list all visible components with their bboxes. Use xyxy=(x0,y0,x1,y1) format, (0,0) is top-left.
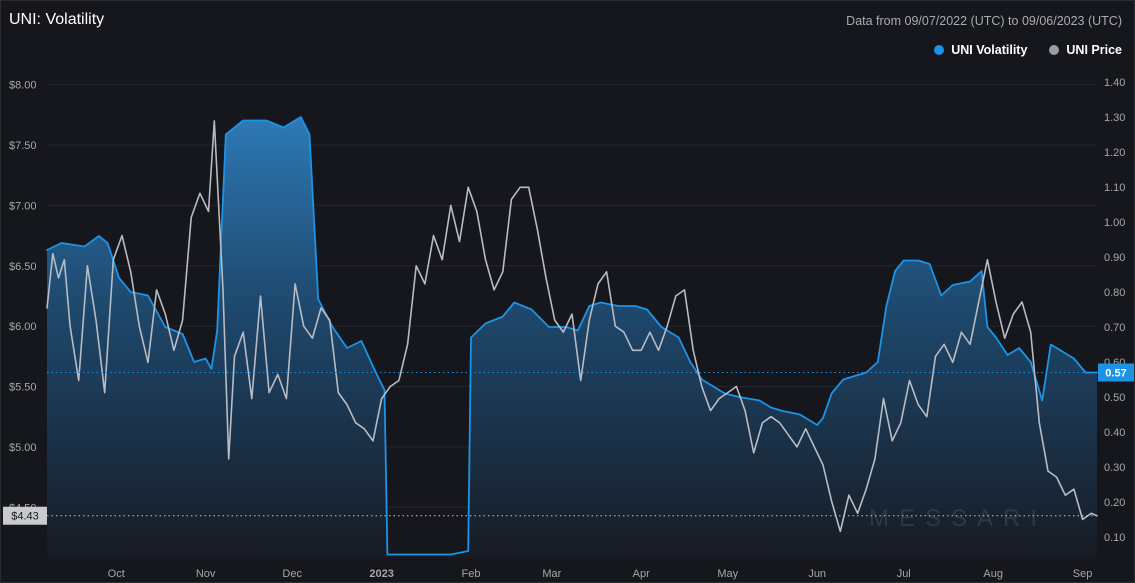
price-series-line xyxy=(46,120,1098,533)
x-tick-label: Aug xyxy=(983,568,1003,580)
right-axis-ticks: 1.401.301.201.101.000.900.800.700.600.50… xyxy=(1104,77,1125,544)
x-tick-label: 2023 xyxy=(369,568,393,580)
legend-dot-volatility-icon xyxy=(934,45,945,55)
series-lines-layer xyxy=(46,116,1098,556)
right-tick-label: 0.40 xyxy=(1104,427,1125,439)
left-tick-label: $5.50 xyxy=(9,382,37,394)
right-tick-label: 0.80 xyxy=(1104,287,1125,299)
x-tick-label: Apr xyxy=(633,568,650,580)
x-tick-label: Dec xyxy=(282,568,302,580)
current-volatility-label: 0.57 xyxy=(1105,368,1126,380)
legend-item-price[interactable]: UNI Price xyxy=(1049,43,1122,57)
current-price-tag xyxy=(3,506,47,525)
date-range-label: Data from 09/07/2022 (UTC) to 09/06/2023… xyxy=(846,14,1122,28)
current-value-markers: 0.57 $4.43 xyxy=(3,363,1134,525)
right-tick-label: 0.90 xyxy=(1104,252,1125,264)
legend-item-volatility[interactable]: UNI Volatility xyxy=(934,43,1027,57)
right-tick-label: 0.30 xyxy=(1104,462,1125,474)
x-tick-label: Feb xyxy=(462,568,481,580)
right-tick-label: 1.40 xyxy=(1104,77,1125,89)
x-axis-ticks: Oct Nov Dec 2023 Feb Mar Apr May Jun Jul Aug Sep xyxy=(108,568,1093,580)
right-tick-label: 0.50 xyxy=(1104,392,1125,404)
right-tick-label: 0.20 xyxy=(1104,497,1125,509)
legend-label-price: UNI Price xyxy=(1066,43,1122,57)
volatility-area-layer xyxy=(47,117,1097,558)
watermark-text: MESSARI xyxy=(869,505,1047,532)
volatility-series-line xyxy=(46,116,1098,556)
left-tick-label: $6.00 xyxy=(9,321,37,333)
x-tick-label: Sep xyxy=(1073,568,1093,580)
x-tick-label: Oct xyxy=(108,568,125,580)
left-tick-label: $5.00 xyxy=(9,442,37,454)
current-volatility-tag xyxy=(1098,363,1134,382)
left-axis-ticks: $8.00$7.50$7.00$6.50$6.00$5.50$5.00$4.50 xyxy=(9,80,37,515)
right-tick-label: 1.10 xyxy=(1104,182,1125,194)
x-tick-label: Nov xyxy=(196,568,216,580)
legend-label-volatility: UNI Volatility xyxy=(951,43,1028,57)
left-tick-label: $7.50 xyxy=(9,140,37,152)
legend-dot-price-icon xyxy=(1049,45,1060,55)
right-tick-label: 1.20 xyxy=(1104,147,1125,159)
volatility-area xyxy=(47,117,1097,558)
x-tick-label: Jun xyxy=(808,568,826,580)
x-tick-label: May xyxy=(717,568,738,580)
right-tick-label: 0.10 xyxy=(1104,532,1125,544)
legend: UNI Volatility UNI Price xyxy=(934,43,1122,57)
x-tick-label: Jul xyxy=(897,568,911,580)
x-tick-label: Mar xyxy=(542,568,561,580)
chart-title: UNI: Volatility xyxy=(9,11,105,28)
left-tick-label: $8.00 xyxy=(9,80,37,92)
right-tick-label: 1.30 xyxy=(1104,112,1125,124)
right-tick-label: 1.00 xyxy=(1104,217,1125,229)
current-price-label: $4.43 xyxy=(11,511,39,523)
right-tick-label: 0.70 xyxy=(1104,322,1125,334)
left-tick-label: $7.00 xyxy=(9,200,37,212)
left-tick-label: $6.50 xyxy=(9,261,37,273)
